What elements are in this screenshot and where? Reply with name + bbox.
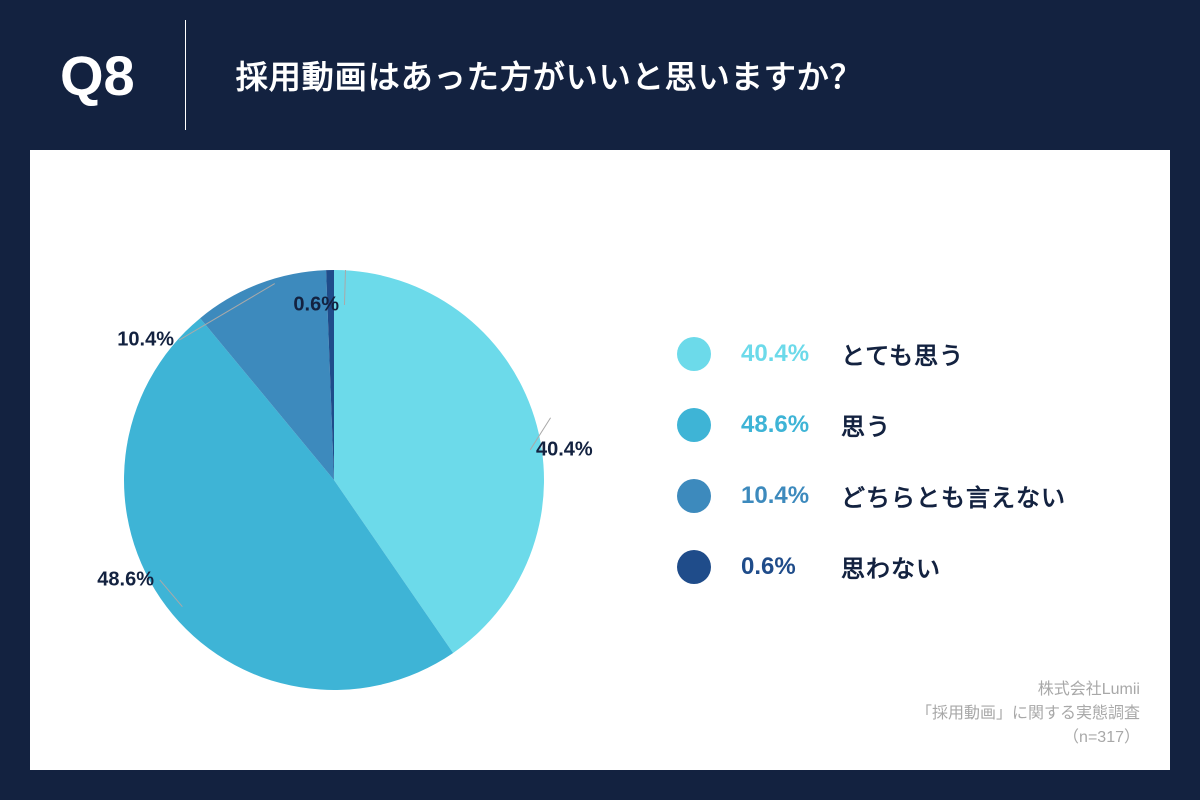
question-number: Q8 (30, 43, 185, 108)
footnote: 株式会社Lumii 「採用動画」に関する実態調査 （n=317） (916, 678, 1140, 750)
legend-label: 思う (841, 407, 891, 442)
legend-row: 48.6% 思う (677, 407, 1170, 442)
callout-label: 0.6% (293, 294, 339, 317)
legend-row: 10.4% どちらとも言えない (677, 478, 1170, 513)
footnote-sample: （n=317） (916, 726, 1140, 750)
legend-swatch (677, 479, 711, 513)
footnote-survey: 「採用動画」に関する実態調査 (916, 702, 1140, 726)
pie-chart-area: 40.4% 48.6% 10.4% 0.6% (30, 150, 657, 770)
callout-label: 10.4% (117, 329, 174, 352)
legend-area: 40.4% とても思う 48.6% 思う 10.4% どちらとも言えない 0.6… (657, 150, 1170, 770)
legend-percent: 40.4% (711, 340, 841, 368)
legend-percent: 48.6% (711, 411, 841, 439)
callout-label: 40.4% (536, 439, 593, 462)
legend-label: どちらとも言えない (841, 478, 1066, 513)
legend-swatch (677, 550, 711, 584)
slide-header: Q8 採用動画はあった方がいいと思いますか？ (30, 0, 1170, 150)
footnote-company: 株式会社Lumii (916, 678, 1140, 702)
legend-percent: 10.4% (711, 482, 841, 510)
legend-swatch (677, 408, 711, 442)
question-title: 採用動画はあった方がいいと思いますか？ (186, 52, 863, 98)
legend-swatch (677, 337, 711, 371)
legend-label: とても思う (841, 336, 964, 371)
legend-percent: 0.6% (711, 553, 841, 581)
callout-label: 48.6% (97, 569, 154, 592)
legend-row: 0.6% 思わない (677, 549, 1170, 584)
chart-panel: 40.4% 48.6% 10.4% 0.6% 40.4% とても思う 48.6% 思う… (30, 150, 1170, 770)
legend-row: 40.4% とても思う (677, 336, 1170, 371)
slide-outer: Q8 採用動画はあった方がいいと思いますか？ 40.4% 48.6% 10.4% 0.… (0, 0, 1200, 800)
legend-label: 思わない (841, 549, 941, 584)
